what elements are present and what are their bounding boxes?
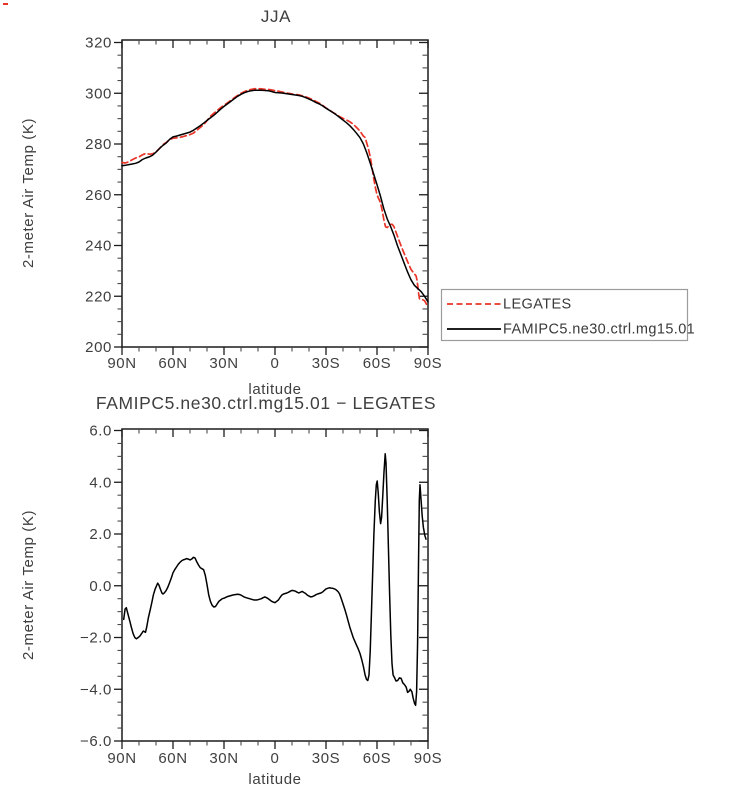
- x-tick-label: 90S: [414, 355, 443, 372]
- x-tick-label: 0: [271, 355, 280, 372]
- x-tick-label: 30S: [312, 750, 341, 767]
- y-tick-label: −6.0: [80, 733, 112, 750]
- stray-red-mark: [3, 3, 8, 5]
- x-tick-label: 60N: [158, 355, 187, 372]
- legend-label-legates: LEGATES: [503, 297, 572, 313]
- legates-line: [121, 87, 429, 308]
- bottom-chart-xlabel: latitude: [248, 771, 301, 788]
- x-tick-label: 90N: [107, 750, 136, 767]
- x-tick-label: 0: [271, 750, 280, 767]
- legend-box: [440, 288, 689, 342]
- x-tick-label: 30N: [209, 355, 238, 372]
- x-tick-label: 90S: [414, 750, 443, 767]
- y-tick-label: 6.0: [89, 423, 112, 440]
- jja-temperature-frame: [121, 39, 429, 348]
- x-tick-label: 30S: [312, 355, 341, 372]
- legend-label-model: FAMIPC5.ne30.ctrl.mg15.01: [503, 322, 695, 338]
- y-tick-label: 200: [85, 339, 112, 356]
- y-tick-label: 4.0: [89, 474, 112, 491]
- y-tick-label: −2.0: [80, 630, 112, 647]
- x-tick-label: 60S: [363, 355, 392, 372]
- famipc5-minus-legates-line: [122, 453, 427, 707]
- x-tick-label: 60S: [363, 750, 392, 767]
- legend: LEGATES FAMIPC5.ne30.ctrl.mg15.01: [440, 288, 695, 342]
- y-tick-label: 0.0: [89, 578, 112, 595]
- y-tick-label: 260: [85, 187, 112, 204]
- x-tick-label: 60N: [158, 750, 187, 767]
- y-tick-label: 240: [85, 238, 112, 255]
- y-tick-label: 300: [85, 85, 112, 102]
- famipc5-ne30-ctrl-mg15-01-line: [121, 89, 429, 303]
- x-tick-label: 30N: [209, 750, 238, 767]
- y-tick-label: −4.0: [80, 681, 112, 698]
- y-tick-label: 220: [85, 288, 112, 305]
- jja-chart: 90N 60N 30N 0 30S 60S 90S 200 220 240 260 280 300 320: [85, 35, 443, 373]
- bottom-chart-ylabel: 2-meter Air Temp (K): [20, 510, 37, 660]
- top-chart-xlabel: latitude: [248, 381, 301, 398]
- y-tick-label: 280: [85, 136, 112, 153]
- x-tick-label: 90N: [107, 355, 136, 372]
- y-tick-label: 320: [85, 35, 112, 52]
- top-chart-ylabel: 2-meter Air Temp (K): [20, 118, 37, 268]
- top-chart-title: JJA: [261, 7, 291, 26]
- y-tick-label: 2.0: [89, 526, 112, 543]
- difference-chart: 90N 60N 30N 0 30S 60S 90S −6.0 −4.0 −2.0 0.0 2.0 4.0…: [80, 423, 442, 768]
- bottom-chart-title: FAMIPC5.ne30.ctrl.mg15.01 − LEGATES: [96, 393, 436, 413]
